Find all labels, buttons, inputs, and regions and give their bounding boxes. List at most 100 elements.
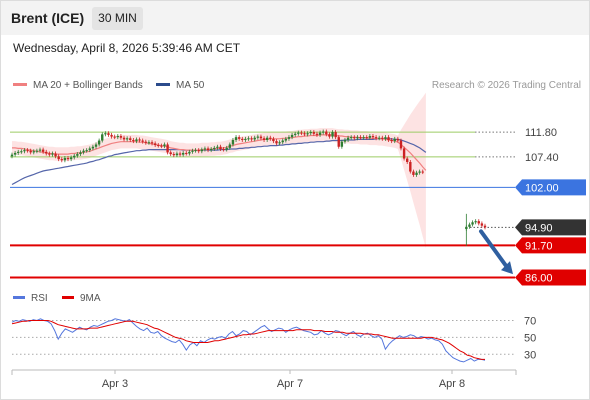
rsi-tick-label-70: 70 (524, 315, 536, 327)
level-tag-102.00 (515, 179, 586, 196)
candle (365, 137, 368, 139)
candle (297, 132, 300, 134)
candle (381, 137, 384, 139)
candle (346, 137, 350, 140)
candle (402, 148, 406, 159)
candle (101, 134, 104, 141)
candle (166, 144, 169, 153)
candle (234, 137, 238, 140)
candle (138, 139, 141, 141)
candle (471, 222, 474, 225)
candle (315, 133, 319, 135)
candle (116, 136, 120, 138)
candle (387, 137, 390, 140)
level-label-91.70: 91.70 (525, 240, 553, 252)
candle (384, 137, 387, 139)
candle (343, 139, 347, 142)
candle (256, 136, 260, 138)
candle (107, 133, 110, 135)
level-label-94.90: 94.90 (525, 222, 553, 234)
candle (122, 137, 126, 140)
candle (132, 139, 135, 142)
price-chart: 111.80 107.40 102.00 94.90 91.70 86.00 (10, 92, 586, 286)
ma20-swatch (13, 82, 27, 86)
candle (269, 137, 272, 139)
rsi-swatch (13, 295, 25, 299)
candle (262, 138, 266, 140)
forecast-arrow-shaft (479, 229, 510, 271)
candle (362, 137, 365, 139)
candle (57, 156, 60, 160)
candle (153, 143, 157, 146)
candle (175, 153, 179, 156)
ma9-line (11, 320, 485, 360)
candle (66, 158, 70, 160)
candle (356, 137, 359, 139)
candle (265, 137, 269, 140)
level-label-107.40: 107.40 (525, 152, 559, 164)
candle (278, 142, 281, 144)
rsi-tick-label-50: 50 (524, 332, 536, 344)
candle (412, 171, 415, 175)
candle (209, 148, 213, 151)
legend-ma50-label: MA 50 (176, 80, 205, 91)
level-tag-86.00 (515, 269, 586, 286)
candle (325, 131, 328, 135)
x-tick-label-Apr-8: Apr 8 (439, 378, 465, 390)
candle (371, 136, 375, 138)
candle (129, 138, 132, 140)
candle (200, 149, 204, 152)
candle (290, 134, 294, 138)
candle (281, 140, 284, 143)
candle (353, 137, 356, 139)
bollinger-band (12, 92, 426, 249)
candle (206, 148, 210, 151)
candle (359, 137, 362, 139)
candle (303, 133, 306, 135)
forecast-arrow-head (501, 261, 513, 275)
level-tag-91.70 (515, 237, 586, 254)
ma50-swatch (156, 82, 170, 86)
legend-rsi-label: RSI (31, 293, 48, 304)
candle (188, 151, 191, 154)
candle (91, 146, 95, 149)
candle (203, 148, 207, 150)
candle (418, 171, 421, 173)
candle (337, 137, 340, 147)
candle (110, 134, 113, 137)
candle (340, 141, 344, 147)
candle (237, 137, 241, 139)
timeframe-button[interactable]: 30 MIN (92, 7, 143, 30)
candle (306, 133, 309, 135)
candle (349, 137, 353, 139)
x-tick-label-Apr-3: Apr 3 (102, 378, 128, 390)
legend-ma9-label: 9MA (80, 293, 101, 304)
candle (483, 225, 487, 228)
candle (88, 148, 91, 151)
candle (225, 147, 228, 150)
candle (406, 158, 409, 162)
candle (312, 132, 316, 134)
candle (35, 150, 39, 152)
candle (409, 161, 412, 172)
candle (331, 132, 334, 137)
candle (94, 144, 98, 147)
ma9-swatch (62, 295, 74, 299)
candle (13, 152, 17, 155)
rsi-tick-label-30: 30 (524, 349, 536, 361)
candle (253, 137, 256, 140)
candle (79, 152, 82, 155)
level-label-102.00: 102.00 (525, 182, 559, 194)
candle (415, 172, 418, 175)
symbol-title: Brent (ICE) (11, 10, 85, 26)
candle (300, 132, 303, 134)
candle (396, 138, 400, 141)
candle (172, 154, 176, 156)
candle (321, 131, 325, 133)
candle (318, 132, 322, 135)
candle (76, 154, 79, 156)
ma50-line (11, 138, 427, 186)
candle (147, 142, 151, 144)
candle (181, 152, 185, 155)
